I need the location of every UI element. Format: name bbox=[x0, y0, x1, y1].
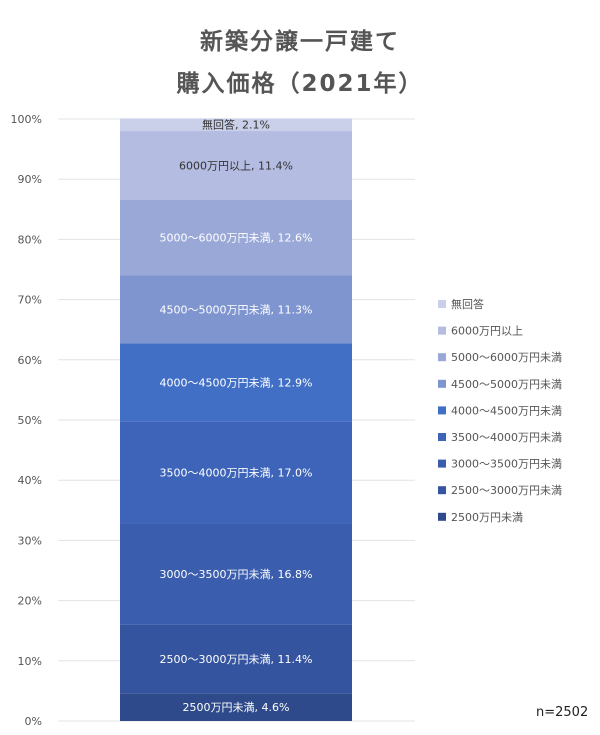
legend-swatch bbox=[438, 353, 446, 362]
y-tick-label: 60% bbox=[18, 354, 42, 367]
data-label: 3500～4000万円未満, 17.0% bbox=[160, 466, 313, 479]
legend-swatch bbox=[438, 459, 446, 468]
legend-label: 4500～5000万円未満 bbox=[451, 378, 562, 391]
y-tick-label: 50% bbox=[18, 414, 42, 427]
y-tick-label: 70% bbox=[18, 294, 42, 307]
bar-segment bbox=[120, 523, 352, 625]
bar-segment bbox=[120, 624, 352, 694]
chart-title: 新築分譲一戸建て bbox=[200, 29, 400, 55]
legend-label: 2500万円未満 bbox=[451, 511, 523, 524]
legend-label: 5000～6000万円未満 bbox=[451, 351, 562, 364]
legend-swatch bbox=[438, 406, 446, 415]
y-tick-label: 90% bbox=[18, 173, 42, 186]
bar-segment bbox=[120, 275, 352, 344]
data-label: 6000万円以上, 11.4% bbox=[179, 159, 293, 172]
y-tick-label: 0% bbox=[25, 715, 42, 728]
y-tick-label: 100% bbox=[11, 113, 42, 126]
sample-size-annotation: n=2502 bbox=[536, 705, 589, 720]
data-label: 2500～3000万円未満, 11.4% bbox=[160, 653, 313, 666]
legend-label: 2500～3000万円未満 bbox=[451, 484, 562, 497]
chart-subtitle: 購入価格（2021年） bbox=[176, 71, 424, 97]
legend-label: 3000～3500万円未満 bbox=[451, 458, 562, 471]
y-tick-label: 10% bbox=[18, 655, 42, 668]
y-tick-label: 80% bbox=[18, 233, 42, 246]
legend-swatch bbox=[438, 379, 446, 388]
bar-segment bbox=[120, 343, 352, 422]
data-label: 5000～6000万円未満, 12.6% bbox=[160, 232, 313, 245]
bar-segment bbox=[120, 199, 352, 276]
legend-label: 4000～4500万円未満 bbox=[451, 404, 562, 417]
bar-segment bbox=[120, 693, 352, 721]
bar-segment bbox=[120, 118, 352, 132]
data-label: 無回答, 2.1% bbox=[202, 118, 270, 132]
legend-label: 3500～4000万円未満 bbox=[451, 431, 562, 444]
legend-swatch bbox=[438, 433, 446, 441]
bar-segment bbox=[120, 131, 352, 200]
y-tick-label: 20% bbox=[18, 595, 42, 608]
y-tick-label: 40% bbox=[18, 474, 42, 487]
legend-swatch bbox=[438, 300, 446, 308]
data-label: 2500万円未満, 4.6% bbox=[183, 701, 290, 714]
legend-label: 6000万円以上 bbox=[451, 325, 523, 338]
data-label: 3000～3500万円未満, 16.8% bbox=[160, 568, 313, 581]
bar-segment bbox=[120, 421, 352, 524]
legend-swatch bbox=[438, 486, 446, 495]
legend-swatch bbox=[438, 512, 446, 521]
data-label: 4000～4500万円未満, 12.9% bbox=[160, 376, 313, 389]
data-label: 4500～5000万円未満, 11.3% bbox=[160, 304, 313, 317]
y-tick-label: 30% bbox=[18, 534, 42, 547]
legend-swatch bbox=[438, 326, 446, 335]
legend-label: 無回答 bbox=[451, 297, 484, 311]
